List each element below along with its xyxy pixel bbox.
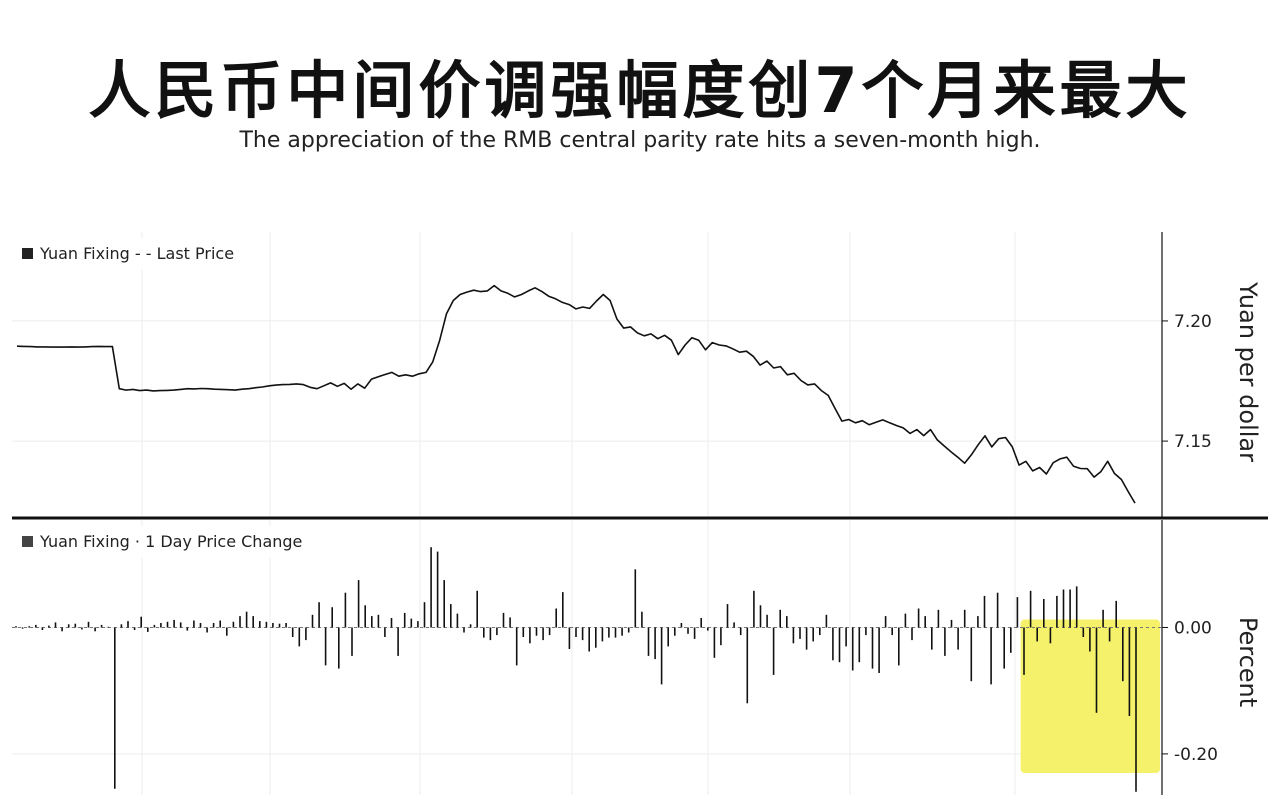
change-legend-text: Yuan Fixing · 1 Day Price Change xyxy=(39,532,302,551)
price-legend: Yuan Fixing - - Last Price xyxy=(14,238,258,270)
change-legend-box xyxy=(14,526,332,558)
price-legend-swatch xyxy=(22,248,33,259)
price-panel-background xyxy=(12,232,1162,518)
change-panel: 0.00 -0.20 Yuan Fixing · 1 Day Price Chan… xyxy=(12,520,1262,795)
change-legend: Yuan Fixing · 1 Day Price Change xyxy=(14,526,332,558)
price-legend-box xyxy=(14,238,258,270)
change-tick-label-0: 0.00 xyxy=(1174,618,1212,638)
latest-change-highlight xyxy=(1020,619,1160,773)
change-bars xyxy=(15,547,1137,792)
chart-subtitle: The appreciation of the RMB central pari… xyxy=(239,128,1041,153)
price-line xyxy=(16,284,1136,504)
price-panel: 7.20 7.15 Yuan Fixing - - Last Price Yuan… xyxy=(12,232,1262,518)
change-legend-swatch xyxy=(22,536,33,547)
chart-title: 人民币中间价调强幅度创7个月来最大 xyxy=(88,54,1192,127)
price-axis-title: Yuan per dollar xyxy=(1234,281,1262,462)
change-axis-title: Percent xyxy=(1234,617,1262,707)
change-gridlines xyxy=(12,520,1162,795)
price-legend-text: Yuan Fixing - - Last Price xyxy=(39,244,234,263)
change-axis-ticks: 0.00 -0.20 xyxy=(1162,618,1218,765)
price-tick-label-0: 7.20 xyxy=(1174,312,1212,332)
price-tick-label-1: 7.15 xyxy=(1174,432,1212,452)
price-gridlines xyxy=(12,232,1162,518)
change-tick-label-1: -0.20 xyxy=(1174,745,1218,765)
price-axis-ticks: 7.20 7.15 xyxy=(1162,312,1212,452)
